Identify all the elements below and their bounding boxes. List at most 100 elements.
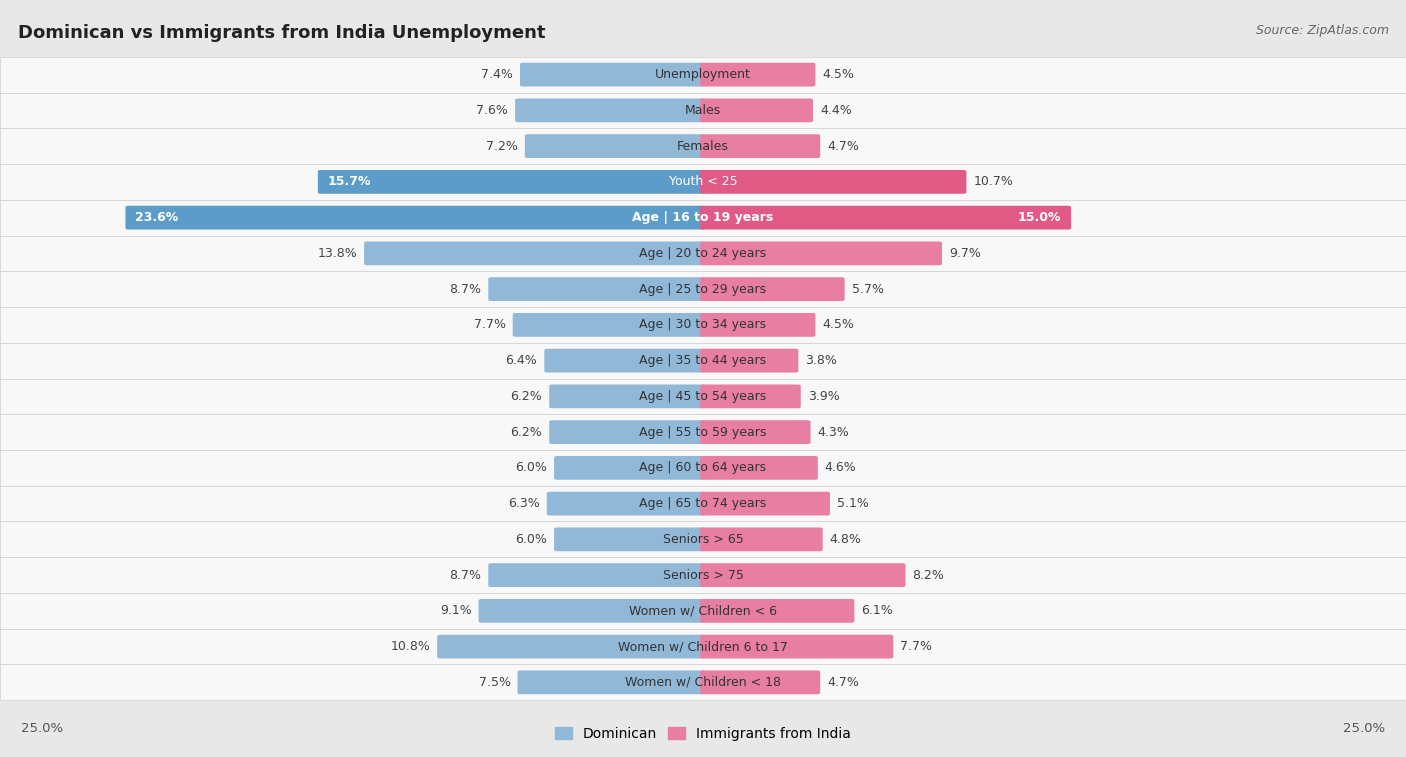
FancyBboxPatch shape (554, 456, 706, 480)
FancyBboxPatch shape (125, 206, 706, 229)
FancyBboxPatch shape (478, 599, 706, 623)
FancyBboxPatch shape (700, 313, 815, 337)
FancyBboxPatch shape (700, 671, 820, 694)
Text: 7.7%: 7.7% (474, 319, 506, 332)
Text: 6.0%: 6.0% (515, 461, 547, 475)
Text: 7.4%: 7.4% (481, 68, 513, 81)
Legend: Dominican, Immigrants from India: Dominican, Immigrants from India (550, 721, 856, 746)
Text: 8.7%: 8.7% (450, 569, 481, 581)
Text: Age | 20 to 24 years: Age | 20 to 24 years (640, 247, 766, 260)
Text: 7.7%: 7.7% (900, 640, 932, 653)
Bar (0, 522, 1406, 557)
Text: 15.0%: 15.0% (1018, 211, 1062, 224)
FancyBboxPatch shape (700, 528, 823, 551)
Text: Age | 55 to 59 years: Age | 55 to 59 years (640, 425, 766, 438)
FancyBboxPatch shape (524, 134, 706, 158)
Bar (0, 92, 1406, 128)
FancyBboxPatch shape (547, 492, 706, 516)
Text: Age | 45 to 54 years: Age | 45 to 54 years (640, 390, 766, 403)
FancyBboxPatch shape (700, 206, 1071, 229)
FancyBboxPatch shape (488, 277, 706, 301)
Text: 4.6%: 4.6% (825, 461, 856, 475)
FancyBboxPatch shape (700, 599, 855, 623)
FancyBboxPatch shape (364, 241, 706, 265)
FancyBboxPatch shape (700, 349, 799, 372)
Text: 4.4%: 4.4% (820, 104, 852, 117)
FancyBboxPatch shape (554, 528, 706, 551)
Bar (0, 271, 1406, 307)
Text: 6.4%: 6.4% (506, 354, 537, 367)
Text: Age | 30 to 34 years: Age | 30 to 34 years (640, 319, 766, 332)
Text: 6.2%: 6.2% (510, 390, 543, 403)
FancyBboxPatch shape (700, 385, 801, 408)
Text: 9.1%: 9.1% (440, 604, 471, 618)
Text: 7.6%: 7.6% (477, 104, 508, 117)
FancyBboxPatch shape (700, 277, 845, 301)
Bar (0, 414, 1406, 450)
Bar (0, 665, 1406, 700)
Text: 6.2%: 6.2% (510, 425, 543, 438)
FancyBboxPatch shape (520, 63, 706, 86)
Text: Seniors > 75: Seniors > 75 (662, 569, 744, 581)
Text: 5.1%: 5.1% (837, 497, 869, 510)
Text: Women w/ Children < 18: Women w/ Children < 18 (626, 676, 780, 689)
Text: Source: ZipAtlas.com: Source: ZipAtlas.com (1256, 24, 1389, 37)
Text: 3.8%: 3.8% (806, 354, 837, 367)
Text: 25.0%: 25.0% (21, 721, 63, 735)
Text: Dominican vs Immigrants from India Unemployment: Dominican vs Immigrants from India Unemp… (18, 24, 546, 42)
Text: Women w/ Children 6 to 17: Women w/ Children 6 to 17 (619, 640, 787, 653)
FancyBboxPatch shape (700, 134, 820, 158)
FancyBboxPatch shape (700, 563, 905, 587)
Text: Age | 35 to 44 years: Age | 35 to 44 years (640, 354, 766, 367)
Text: Seniors > 65: Seniors > 65 (662, 533, 744, 546)
Text: 9.7%: 9.7% (949, 247, 981, 260)
Text: 7.2%: 7.2% (486, 139, 517, 153)
Text: Females: Females (678, 139, 728, 153)
Bar (0, 57, 1406, 92)
FancyBboxPatch shape (513, 313, 706, 337)
Text: 15.7%: 15.7% (328, 176, 371, 188)
Text: 8.7%: 8.7% (450, 282, 481, 296)
Text: 7.5%: 7.5% (478, 676, 510, 689)
Bar (0, 235, 1406, 271)
Text: 8.2%: 8.2% (912, 569, 945, 581)
Text: 4.5%: 4.5% (823, 68, 855, 81)
Text: 10.7%: 10.7% (973, 176, 1014, 188)
Bar (0, 307, 1406, 343)
Text: 6.3%: 6.3% (508, 497, 540, 510)
Text: Age | 25 to 29 years: Age | 25 to 29 years (640, 282, 766, 296)
Bar (0, 629, 1406, 665)
Bar (0, 378, 1406, 414)
FancyBboxPatch shape (700, 492, 830, 516)
FancyBboxPatch shape (700, 98, 813, 123)
Text: Males: Males (685, 104, 721, 117)
Text: 25.0%: 25.0% (1343, 721, 1385, 735)
FancyBboxPatch shape (488, 563, 706, 587)
Text: 6.1%: 6.1% (862, 604, 893, 618)
Text: Age | 16 to 19 years: Age | 16 to 19 years (633, 211, 773, 224)
Text: 4.7%: 4.7% (827, 676, 859, 689)
Bar (0, 343, 1406, 378)
Bar (0, 128, 1406, 164)
Text: Age | 65 to 74 years: Age | 65 to 74 years (640, 497, 766, 510)
FancyBboxPatch shape (515, 98, 706, 123)
Text: 13.8%: 13.8% (318, 247, 357, 260)
FancyBboxPatch shape (700, 634, 893, 659)
Text: Women w/ Children < 6: Women w/ Children < 6 (628, 604, 778, 618)
Text: 23.6%: 23.6% (135, 211, 179, 224)
FancyBboxPatch shape (318, 170, 706, 194)
Text: 4.3%: 4.3% (817, 425, 849, 438)
Text: 3.9%: 3.9% (808, 390, 839, 403)
Bar (0, 557, 1406, 593)
Text: Age | 60 to 64 years: Age | 60 to 64 years (640, 461, 766, 475)
Bar (0, 164, 1406, 200)
Text: 6.0%: 6.0% (515, 533, 547, 546)
Text: 4.5%: 4.5% (823, 319, 855, 332)
FancyBboxPatch shape (700, 456, 818, 480)
Text: 5.7%: 5.7% (852, 282, 883, 296)
Bar (0, 450, 1406, 486)
FancyBboxPatch shape (700, 63, 815, 86)
Text: Unemployment: Unemployment (655, 68, 751, 81)
FancyBboxPatch shape (550, 420, 706, 444)
FancyBboxPatch shape (700, 241, 942, 265)
